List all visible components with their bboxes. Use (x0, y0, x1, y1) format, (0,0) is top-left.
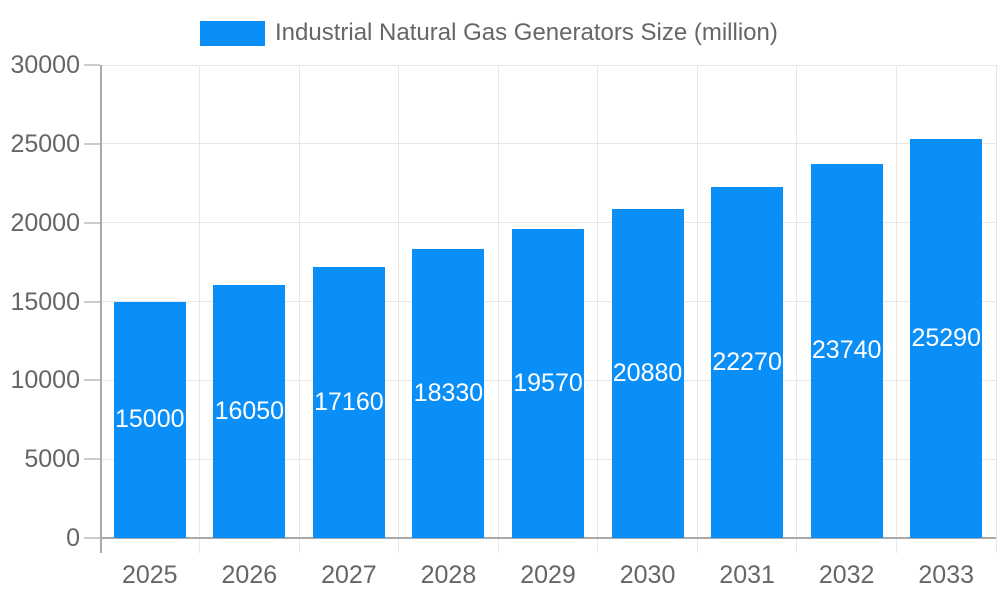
x-axis-label-2030: 2030 (619, 561, 676, 589)
bar-2028[interactable]: 18330 (412, 248, 485, 538)
bar-value-label-2025: 15000 (115, 405, 185, 434)
y-axis-tick-25000 (84, 142, 100, 145)
x-axis-label-2031: 2031 (719, 561, 775, 589)
y-axis-label-15000: 15000 (10, 287, 80, 316)
legend-label: Industrial Natural Gas Generators Size (… (275, 19, 778, 46)
y-axis-line (100, 65, 102, 553)
y-axis-tick-10000 (84, 379, 100, 382)
y-axis-label-30000: 30000 (10, 51, 80, 79)
bar-value-label-2026: 16050 (214, 396, 285, 425)
bar-2033[interactable]: 25290 (910, 139, 983, 538)
plot-area: 15000 16050 17160 18330 19570 20880 22270 23740… (100, 64, 997, 553)
bar-2030[interactable]: 20880 (611, 208, 684, 538)
y-axis-label-25000: 25000 (10, 129, 80, 158)
gridline-v-7 (796, 65, 798, 553)
bar-2027[interactable]: 17160 (312, 267, 385, 538)
bar-2031[interactable]: 22270 (711, 186, 784, 538)
legend-swatch (200, 20, 265, 46)
bar-2032[interactable]: 23740 (810, 163, 883, 538)
gridline-h-20000 (100, 222, 996, 224)
gridline-v-8 (895, 65, 897, 553)
bar-value-label-2027: 17160 (314, 388, 384, 417)
x-axis-label-2027: 2027 (321, 561, 377, 589)
gridline-v-4 (497, 65, 499, 553)
y-axis-label-10000: 10000 (10, 366, 80, 395)
gridline-h-30000 (100, 64, 996, 66)
bar-value-label-2033: 25290 (911, 324, 981, 353)
y-axis-tick-5000 (84, 458, 100, 461)
x-axis-line (100, 537, 996, 539)
y-axis-tick-20000 (84, 221, 100, 224)
x-axis-label-2032: 2032 (818, 561, 875, 589)
x-axis-label-2026: 2026 (221, 561, 278, 589)
y-axis-tick-0 (84, 537, 100, 539)
x-axis-label-2029: 2029 (520, 561, 576, 589)
bar-2029[interactable]: 19570 (512, 229, 584, 538)
bar-2026[interactable]: 16050 (213, 284, 286, 538)
y-axis-tick-15000 (84, 300, 100, 303)
gridline-v-3 (398, 65, 400, 553)
bar-value-label-2028: 18330 (413, 378, 484, 407)
y-axis-label-20000: 20000 (10, 208, 80, 237)
bar-2025[interactable]: 15000 (113, 301, 186, 538)
y-axis-label-0: 0 (66, 524, 80, 552)
gridline-v-9 (995, 65, 997, 553)
chart-legend[interactable]: Industrial Natural Gas Generators Size (… (200, 19, 778, 47)
x-axis-label-2028: 2028 (420, 561, 477, 589)
x-axis-label-2025: 2025 (121, 561, 178, 589)
bar-value-label-2030: 20880 (612, 358, 683, 387)
gridline-h-25000 (100, 143, 996, 145)
gridline-v-1 (199, 65, 201, 553)
y-axis-tick-30000 (84, 64, 100, 66)
bar-value-label-2031: 22270 (712, 347, 782, 376)
y-axis-label-5000: 5000 (24, 445, 80, 474)
gridline-v-5 (597, 65, 599, 553)
gridline-v-2 (298, 65, 300, 553)
bar-value-label-2029: 19570 (513, 369, 583, 398)
gridline-v-6 (696, 65, 698, 553)
bar-value-label-2032: 23740 (811, 336, 882, 365)
x-axis-label-2033: 2033 (918, 561, 975, 589)
